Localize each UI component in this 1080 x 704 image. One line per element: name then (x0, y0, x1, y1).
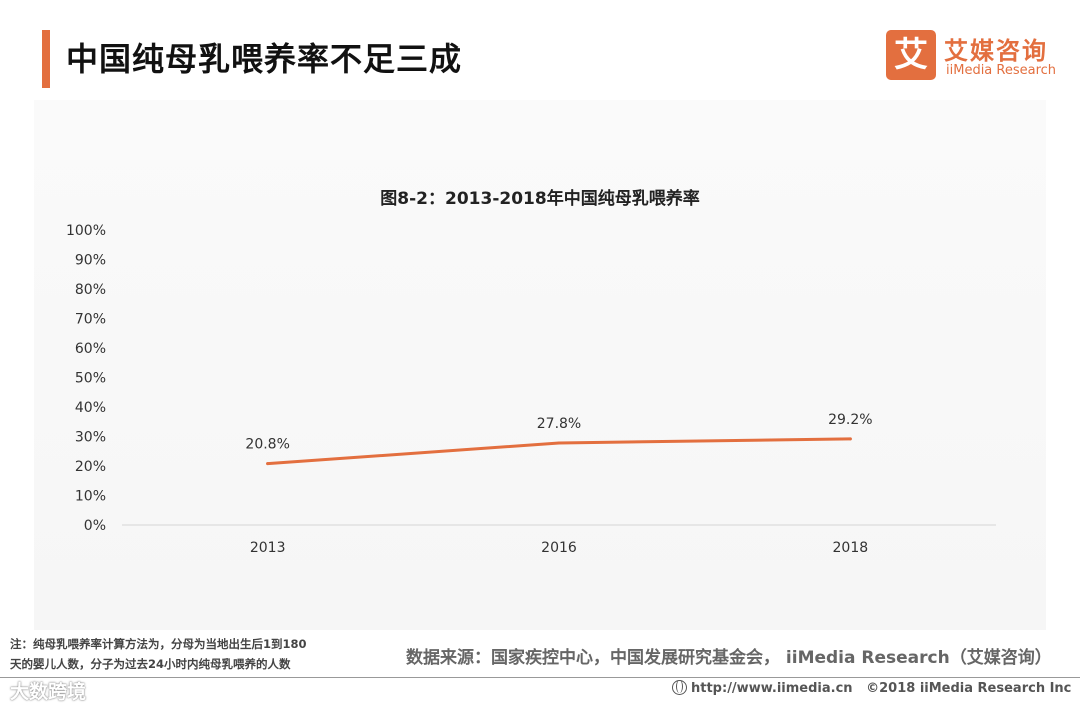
data-label: 20.8% (245, 437, 289, 453)
footer-divider (0, 677, 1080, 678)
line-chart: 图8-2：2013-2018年中国纯母乳喂养率 0% 10% 20% 30% 40% 50%… (66, 188, 996, 556)
y-tick-label: 70% (75, 312, 106, 328)
chart-title: 图8-2：2013-2018年中国纯母乳喂养率 (380, 188, 699, 209)
data-source: 数据来源：国家疾控中心，中国发展研究基金会， iiMedia Research（… (406, 648, 1052, 668)
data-label: 29.2% (828, 412, 872, 428)
x-tick-label: 2013 (250, 540, 286, 556)
y-tick-label: 10% (75, 489, 106, 505)
iimedia-logo: 艾 艾媒咨询 iiMedia Research (886, 30, 1066, 84)
title-accent-bar (42, 30, 50, 88)
x-tick-label: 2016 (541, 540, 577, 556)
page-title: 中国纯母乳喂养率不足三成 (66, 40, 463, 78)
y-tick-label: 0% (84, 518, 106, 534)
y-tick-label: 90% (75, 253, 106, 269)
footer: http://www.iimedia.cn ©2018 iiMedia Rese… (672, 680, 1071, 696)
watermark: 大数跨境 (10, 681, 87, 703)
footer-copyright: ©2018 iiMedia Research Inc (866, 681, 1072, 696)
x-tick-label: 2018 (833, 540, 869, 556)
data-point (557, 441, 561, 445)
y-tick-label: 60% (75, 341, 106, 357)
y-tick-label: 50% (75, 371, 106, 387)
data-label: 27.8% (537, 416, 581, 432)
y-tick-label: 30% (75, 430, 106, 446)
chart-panel: 图8-2：2013-2018年中国纯母乳喂养率 0% 10% 20% 30% 40% 50%… (34, 100, 1046, 630)
logo-mark: 艾 (886, 30, 936, 80)
data-point (266, 462, 270, 466)
footer-url[interactable]: http://www.iimedia.cn (691, 681, 853, 696)
y-tick-label: 100% (66, 223, 106, 239)
logo-chinese-name: 艾媒咨询 (944, 37, 1048, 65)
y-tick-label: 40% (75, 400, 106, 416)
y-tick-label: 20% (75, 459, 106, 475)
method-note-line-2: 天的婴儿人数，分子为过去24小时内纯母乳喂养的人数 (10, 657, 291, 671)
logo-english-name: iiMedia Research (946, 63, 1057, 78)
y-tick-label: 80% (75, 282, 106, 298)
method-note: 注：纯母乳喂养率计算方法为，分母为当地出生后1到180 天的婴儿人数，分子为过去… (10, 634, 307, 674)
data-point (848, 437, 852, 441)
method-note-line-1: 注：纯母乳喂养率计算方法为，分母为当地出生后1到180 (10, 637, 307, 651)
globe-icon (672, 680, 687, 695)
